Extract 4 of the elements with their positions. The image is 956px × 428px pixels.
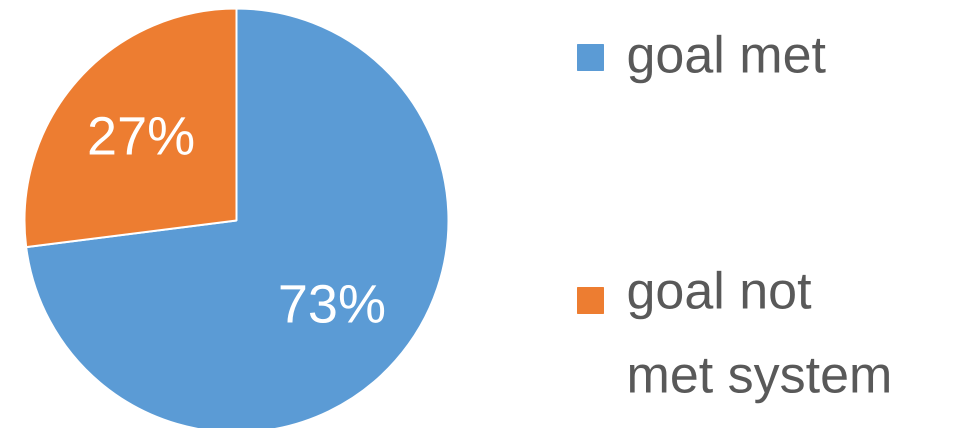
legend-label: goal met: [626, 26, 826, 84]
data-label: 73%: [278, 274, 386, 335]
data-label: 27%: [87, 106, 196, 166]
legend-label: goal not met system: [626, 262, 892, 405]
